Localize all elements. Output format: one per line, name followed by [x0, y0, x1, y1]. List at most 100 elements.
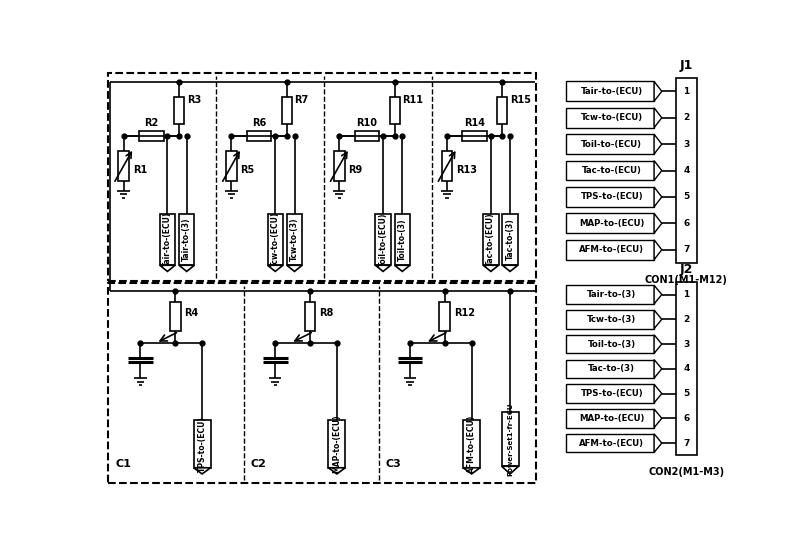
Bar [118, 152, 129, 180]
Bar [498, 97, 507, 124]
Text: Tac-to-(ECU): Tac-to-(ECU) [486, 213, 495, 266]
Text: 2: 2 [683, 113, 690, 122]
Text: Power-Set1-fr-ECU: Power-Set1-fr-ECU [507, 402, 513, 476]
Text: 5: 5 [683, 193, 690, 201]
Polygon shape [654, 335, 662, 354]
Bar [267, 214, 283, 265]
Text: Tcw-to-(3): Tcw-to-(3) [290, 218, 299, 261]
Bar [334, 152, 345, 180]
Text: 6: 6 [683, 414, 690, 423]
Text: 3: 3 [683, 140, 690, 149]
Text: Tair-to-(3): Tair-to-(3) [182, 218, 191, 261]
Text: R9: R9 [349, 165, 362, 175]
Bar [676, 282, 698, 456]
Text: Tair-to-(ECU): Tair-to-(ECU) [581, 87, 643, 96]
Bar [179, 214, 194, 265]
Text: 7: 7 [683, 245, 690, 254]
Bar [566, 187, 654, 207]
Text: R4: R4 [184, 308, 198, 318]
Text: Tcw-to-(ECU): Tcw-to-(ECU) [581, 113, 643, 122]
Bar [108, 283, 536, 483]
Text: R5: R5 [241, 165, 255, 175]
Text: R6: R6 [252, 118, 266, 128]
Bar [566, 160, 654, 180]
Polygon shape [654, 285, 662, 304]
Text: C1: C1 [116, 460, 131, 470]
Bar [282, 97, 292, 124]
Bar [354, 132, 379, 140]
Text: Toil-to-(3): Toil-to-(3) [588, 340, 636, 349]
Text: R7: R7 [294, 95, 309, 105]
Text: Tac-to-(3): Tac-to-(3) [588, 364, 635, 374]
Bar [108, 73, 536, 281]
Bar [566, 108, 654, 128]
Text: Tcw-to-(3): Tcw-to-(3) [587, 315, 636, 324]
Polygon shape [463, 468, 480, 474]
Bar [442, 152, 452, 180]
Polygon shape [502, 265, 518, 271]
Polygon shape [160, 265, 175, 271]
Text: R14: R14 [464, 118, 485, 128]
Text: R3: R3 [186, 95, 201, 105]
Bar [226, 152, 237, 180]
Text: Toil-to-(3): Toil-to-(3) [398, 218, 407, 261]
Bar [390, 97, 400, 124]
Polygon shape [654, 434, 662, 452]
Bar [375, 214, 390, 265]
Polygon shape [654, 384, 662, 403]
Bar [462, 132, 487, 140]
Polygon shape [654, 160, 662, 180]
Polygon shape [267, 265, 283, 271]
Bar [170, 302, 181, 331]
Text: Tac-to-(3): Tac-to-(3) [506, 219, 514, 260]
Bar [174, 97, 184, 124]
Bar [566, 214, 654, 233]
Bar [566, 335, 654, 354]
Bar [305, 302, 315, 331]
Bar [287, 214, 302, 265]
Text: 7: 7 [683, 438, 690, 447]
Bar [246, 132, 271, 140]
Polygon shape [654, 310, 662, 329]
Text: TPS-to-(ECU): TPS-to-(ECU) [581, 193, 643, 201]
Bar [566, 285, 654, 304]
Text: Tac-to-(ECU): Tac-to-(ECU) [582, 166, 642, 175]
Text: R8: R8 [319, 308, 334, 318]
Polygon shape [502, 466, 518, 474]
Polygon shape [654, 214, 662, 233]
Text: R15: R15 [510, 95, 531, 105]
Text: TPS-to-(ECU): TPS-to-(ECU) [581, 389, 643, 398]
Polygon shape [654, 409, 662, 427]
Bar [483, 214, 498, 265]
Bar [160, 214, 175, 265]
Polygon shape [179, 265, 194, 271]
Bar [394, 214, 410, 265]
Polygon shape [287, 265, 302, 271]
Polygon shape [328, 468, 346, 474]
Text: R10: R10 [356, 118, 378, 128]
Text: 5: 5 [683, 389, 690, 398]
Text: Tair-to-(3): Tair-to-(3) [587, 290, 636, 299]
Polygon shape [654, 134, 662, 154]
Bar [566, 384, 654, 403]
Polygon shape [483, 265, 498, 271]
Text: AFM-to-(ECU): AFM-to-(ECU) [467, 415, 476, 473]
Text: R12: R12 [454, 308, 475, 318]
Text: AFM-to-(ECU): AFM-to-(ECU) [579, 245, 644, 254]
Bar [439, 302, 450, 331]
Polygon shape [194, 468, 210, 474]
Text: C2: C2 [250, 460, 266, 470]
Text: MAP-to-(ECU): MAP-to-(ECU) [332, 415, 342, 473]
Text: Toil-to-(ECU): Toil-to-(ECU) [582, 140, 642, 149]
Text: R1: R1 [133, 165, 147, 175]
Text: 6: 6 [683, 219, 690, 228]
Text: Tair-to-(ECU): Tair-to-(ECU) [163, 212, 172, 267]
Bar [502, 412, 518, 466]
Bar [502, 214, 518, 265]
Text: J1: J1 [680, 59, 693, 72]
Text: R13: R13 [456, 165, 477, 175]
Text: CON1(M1-M12): CON1(M1-M12) [645, 275, 728, 285]
Polygon shape [654, 187, 662, 207]
Text: C3: C3 [385, 460, 401, 470]
Text: 1: 1 [683, 290, 690, 299]
